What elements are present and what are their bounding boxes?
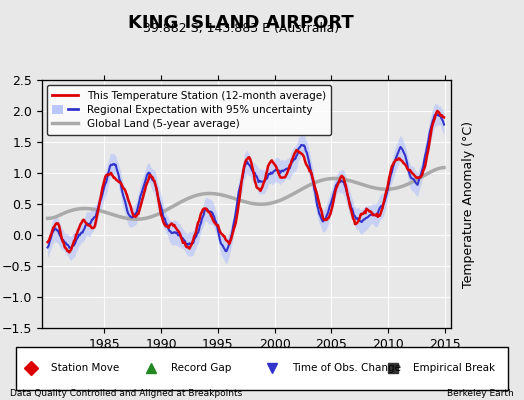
Text: Berkeley Earth: Berkeley Earth (447, 389, 514, 398)
Text: Record Gap: Record Gap (171, 363, 232, 373)
Y-axis label: Temperature Anomaly (°C): Temperature Anomaly (°C) (462, 120, 475, 288)
Text: Data Quality Controlled and Aligned at Breakpoints: Data Quality Controlled and Aligned at B… (10, 389, 243, 398)
Text: KING ISLAND AIRPORT: KING ISLAND AIRPORT (128, 14, 354, 32)
Text: Empirical Break: Empirical Break (413, 363, 495, 373)
Text: Station Move: Station Move (51, 363, 119, 373)
Text: 39.882 S, 143.883 E (Australia): 39.882 S, 143.883 E (Australia) (143, 22, 339, 35)
FancyBboxPatch shape (16, 347, 508, 390)
Legend: This Temperature Station (12-month average), Regional Expectation with 95% uncer: This Temperature Station (12-month avera… (47, 85, 331, 135)
Text: Time of Obs. Change: Time of Obs. Change (292, 363, 401, 373)
